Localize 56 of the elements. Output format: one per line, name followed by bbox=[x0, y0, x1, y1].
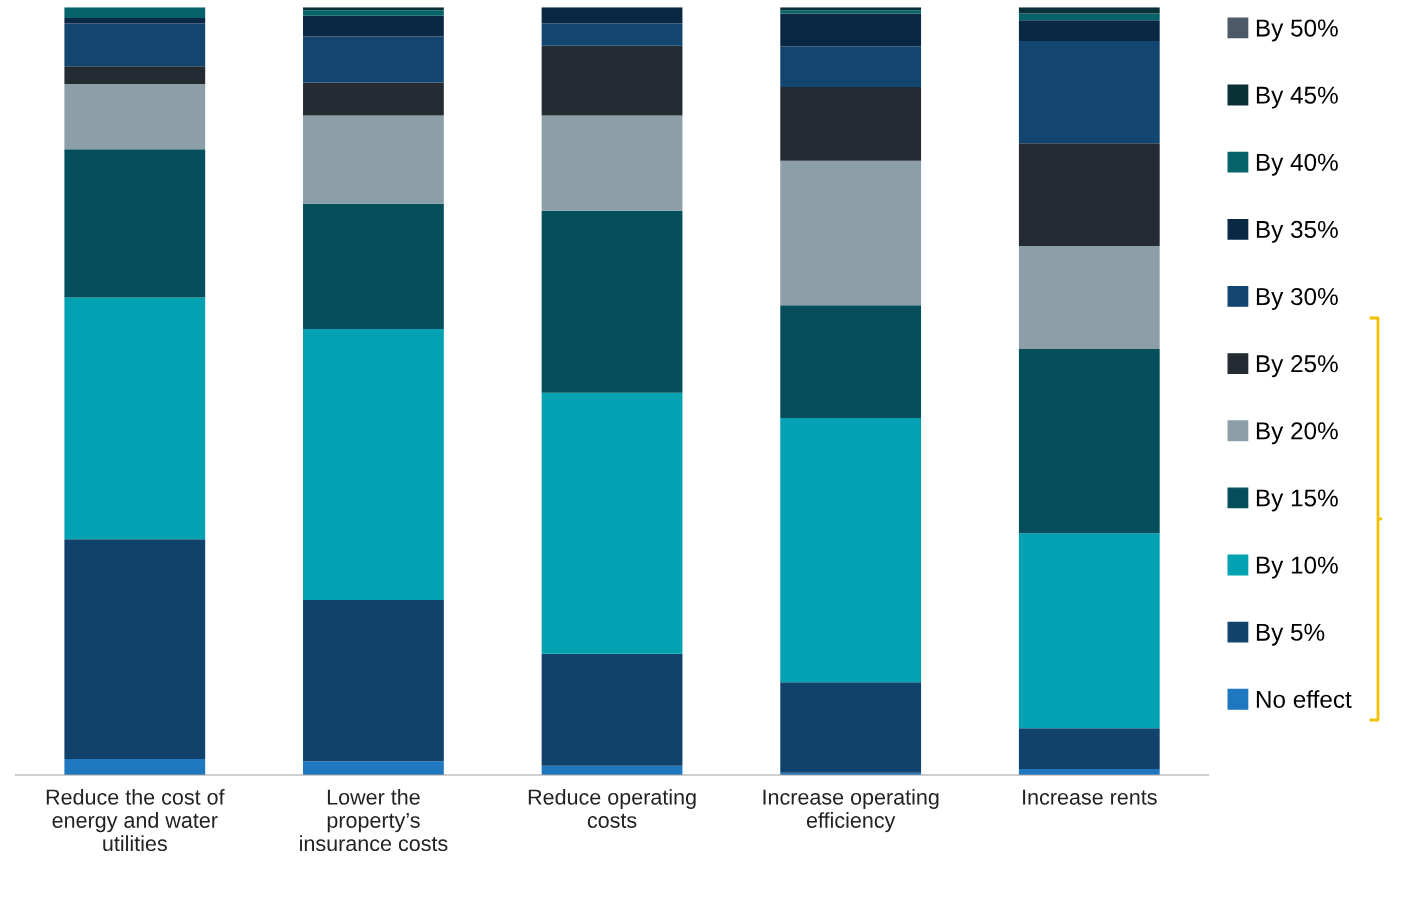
legend-label: By 40% bbox=[1256, 153, 1338, 176]
bar bbox=[1018, 728, 1160, 769]
bar bbox=[780, 305, 922, 419]
x-tick-label: Increase operating efficiency bbox=[763, 788, 939, 833]
bar bbox=[1018, 348, 1160, 534]
bar bbox=[1018, 143, 1160, 247]
bar bbox=[64, 539, 206, 759]
bar bbox=[780, 682, 922, 773]
bar bbox=[1018, 41, 1160, 144]
bar bbox=[64, 758, 206, 776]
bar bbox=[541, 653, 683, 766]
bar bbox=[1018, 13, 1160, 21]
legend-label: No effect bbox=[1256, 690, 1352, 709]
bar bbox=[64, 18, 206, 24]
legend-label: By 35% bbox=[1256, 220, 1338, 243]
bar bbox=[780, 160, 922, 306]
bar bbox=[303, 82, 444, 116]
bar bbox=[541, 210, 683, 393]
bar bbox=[64, 149, 206, 298]
bar bbox=[303, 599, 444, 762]
bar bbox=[64, 297, 206, 540]
legend-label: By 15% bbox=[1256, 489, 1338, 512]
x-tick-label: Reduce operating costs bbox=[528, 788, 696, 828]
bar bbox=[64, 66, 206, 85]
bar bbox=[541, 392, 683, 654]
x-tick-label: Reduce the cost of energy and water utilities bbox=[46, 788, 225, 852]
bar bbox=[303, 115, 444, 204]
x-tick-label: Increase rents bbox=[1023, 789, 1157, 805]
bar bbox=[303, 203, 444, 329]
bar bbox=[64, 7, 206, 18]
legend-label: By 45% bbox=[1256, 86, 1338, 109]
bar bbox=[780, 13, 922, 47]
x-tick-label: Lower the property’s insurance costs bbox=[300, 788, 448, 852]
legend-label: By 5% bbox=[1256, 623, 1325, 646]
bar bbox=[541, 7, 683, 24]
bar bbox=[64, 23, 206, 67]
legend-label: By 10% bbox=[1256, 556, 1338, 579]
legend-label: By 30% bbox=[1256, 287, 1338, 310]
legend-label: By 20% bbox=[1256, 422, 1338, 445]
bar bbox=[303, 10, 444, 16]
bar bbox=[303, 15, 444, 37]
legend-label: By 50% bbox=[1256, 19, 1338, 42]
bar bbox=[1018, 533, 1160, 729]
bar bbox=[303, 36, 444, 83]
bar bbox=[780, 87, 922, 161]
legend-label: By 25% bbox=[1256, 355, 1338, 378]
bar bbox=[541, 45, 683, 116]
bar bbox=[303, 328, 444, 600]
bar bbox=[1018, 20, 1160, 42]
bar bbox=[541, 23, 683, 46]
bar bbox=[541, 115, 683, 211]
bar bbox=[780, 418, 922, 683]
bar bbox=[64, 84, 206, 150]
bar bbox=[1018, 246, 1160, 349]
bar bbox=[303, 761, 444, 776]
bar bbox=[780, 46, 922, 88]
